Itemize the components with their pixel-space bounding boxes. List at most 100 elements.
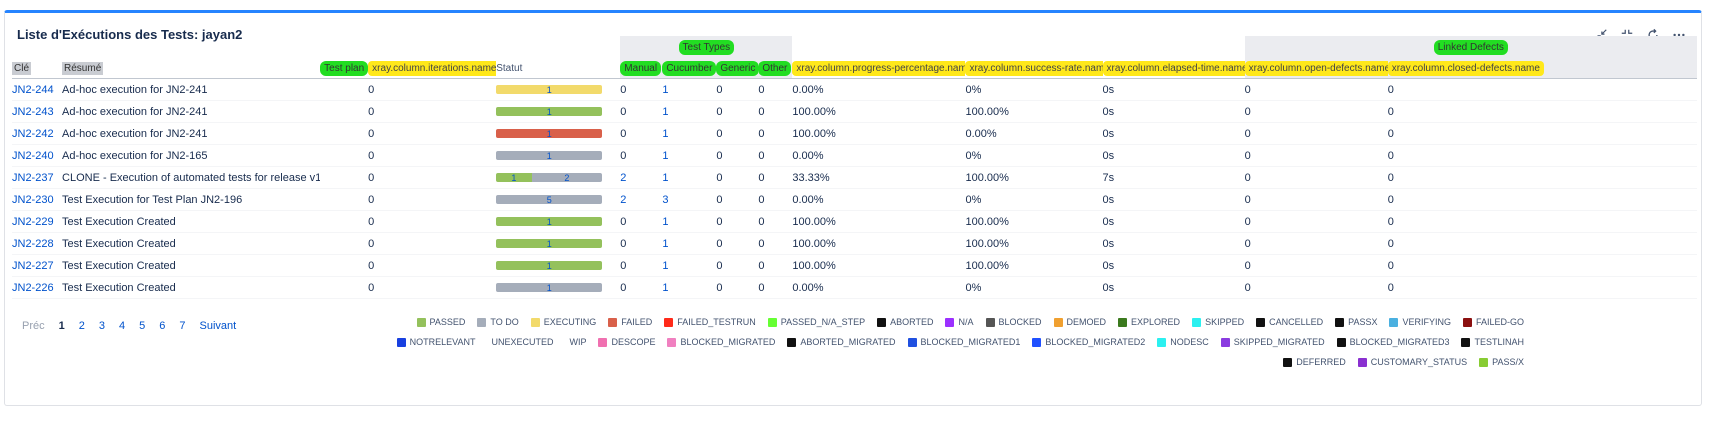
col-open-defects[interactable]: xray.column.open-defects.name bbox=[1244, 58, 1388, 79]
cucumber-count[interactable]: 1 bbox=[662, 83, 669, 96]
cucumber-count[interactable]: 1 bbox=[662, 149, 669, 162]
page-4-button[interactable]: 4 bbox=[119, 320, 126, 332]
col-generic[interactable]: Generic bbox=[716, 58, 759, 79]
col-status[interactable]: Statut bbox=[496, 58, 621, 79]
elapsed-time-cell: 0s bbox=[1102, 127, 1115, 140]
status-progress-bar[interactable]: 1 bbox=[496, 239, 603, 248]
legend-item: SKIPPED_MIGRATED bbox=[1220, 336, 1325, 348]
cucumber-count[interactable]: 3 bbox=[662, 193, 669, 206]
legend-swatch bbox=[1192, 317, 1202, 327]
status-progress-bar[interactable]: 1 bbox=[496, 283, 603, 292]
manual-count: 0 bbox=[620, 215, 627, 228]
status-progress-bar[interactable]: 1 bbox=[496, 129, 603, 138]
legend-label: TO DO bbox=[490, 317, 519, 327]
col-success-rate[interactable]: xray.column.success-rate.name bbox=[965, 58, 1103, 79]
col-test-plan[interactable]: Test plan bbox=[320, 58, 369, 79]
page-7-button[interactable]: 7 bbox=[179, 320, 186, 332]
cucumber-count[interactable]: 1 bbox=[662, 171, 669, 184]
elapsed-time-cell: 0s bbox=[1102, 105, 1115, 118]
cucumber-count[interactable]: 1 bbox=[662, 215, 669, 228]
col-summary[interactable]: Résumé bbox=[62, 58, 321, 79]
closed-defects-cell: 0 bbox=[1387, 215, 1394, 228]
status-segment: 1 bbox=[496, 217, 603, 226]
page-3-button[interactable]: 3 bbox=[98, 320, 105, 332]
status-progress-bar[interactable]: 5 bbox=[496, 195, 603, 204]
col-closed-defects[interactable]: xray.column.closed-defects.name bbox=[1387, 58, 1697, 79]
page-1-button[interactable]: 1 bbox=[58, 320, 65, 332]
status-segment: 2 bbox=[531, 173, 603, 182]
col-other[interactable]: Other bbox=[758, 58, 793, 79]
issue-key-link[interactable]: JN2-242 bbox=[12, 127, 54, 140]
legend-item: EXECUTING bbox=[530, 316, 596, 328]
executions-table: Test Types Linked Defects Clé Résumé Tes… bbox=[12, 36, 1697, 299]
status-segment: 1 bbox=[496, 239, 603, 248]
issue-key-link[interactable]: JN2-228 bbox=[12, 237, 54, 250]
status-progress-bar[interactable]: 1 bbox=[496, 107, 603, 116]
legend-item: EXPLORED bbox=[1118, 316, 1180, 328]
status-progress-bar[interactable]: 1 bbox=[496, 261, 603, 270]
issue-key-link[interactable]: JN2-240 bbox=[12, 149, 54, 162]
test-plan-cell bbox=[320, 188, 368, 210]
open-defects-cell: 0 bbox=[1244, 83, 1251, 96]
status-progress-bar[interactable]: 1 bbox=[496, 151, 603, 160]
col-manual[interactable]: Manual bbox=[620, 58, 663, 79]
page-5-button[interactable]: 5 bbox=[139, 320, 146, 332]
cucumber-count[interactable]: 1 bbox=[662, 127, 669, 140]
prev-page-button[interactable]: Préc bbox=[22, 320, 45, 332]
more-icon[interactable] bbox=[1671, 27, 1687, 43]
manual-count[interactable]: 2 bbox=[620, 193, 627, 206]
status-segment: 1 bbox=[496, 151, 603, 160]
col-progress[interactable]: xray.column.progress-percentage.name bbox=[792, 58, 966, 79]
page-2-button[interactable]: 2 bbox=[78, 320, 85, 332]
legend-swatch bbox=[530, 317, 540, 327]
iterations-cell: 0 bbox=[368, 259, 375, 272]
table-row: JN2-244 Ad-hoc execution for JN2-241 0 1 0 1 0… bbox=[12, 78, 1697, 100]
table-row: JN2-229 Test Execution Created 0 1 0 1 0 0 100.0… bbox=[12, 210, 1697, 232]
issue-key-link[interactable]: JN2-243 bbox=[12, 105, 54, 118]
other-count: 0 bbox=[758, 237, 765, 250]
legend-swatch bbox=[1283, 357, 1293, 367]
collapse-icon[interactable] bbox=[1619, 27, 1635, 43]
status-progress-bar[interactable]: 1 bbox=[496, 217, 603, 226]
cucumber-count[interactable]: 1 bbox=[662, 281, 669, 294]
cucumber-count[interactable]: 1 bbox=[662, 259, 669, 272]
iterations-cell: 0 bbox=[368, 127, 375, 140]
status-cell: 1 bbox=[496, 232, 620, 254]
legend-swatch bbox=[1220, 337, 1230, 347]
issue-key-link[interactable]: JN2-227 bbox=[12, 259, 54, 272]
issue-key-link[interactable]: JN2-244 bbox=[12, 83, 54, 96]
cucumber-count[interactable]: 1 bbox=[662, 105, 669, 118]
table-row: JN2-240 Ad-hoc execution for JN2-165 0 1 0 1 0… bbox=[12, 144, 1697, 166]
legend-label: FAILED bbox=[621, 317, 653, 327]
col-elapsed-time[interactable]: xray.column.elapsed-time.name bbox=[1102, 58, 1245, 79]
legend-label: ABORTED bbox=[890, 317, 934, 327]
legend-item: N/A bbox=[945, 316, 974, 328]
issue-key-link[interactable]: JN2-229 bbox=[12, 215, 54, 228]
summary-cell: CLONE - Execution of automated tests for… bbox=[62, 171, 321, 184]
legend-item: DEMOED bbox=[1053, 316, 1106, 328]
issue-key-link[interactable]: JN2-230 bbox=[12, 193, 54, 206]
open-defects-cell: 0 bbox=[1244, 193, 1251, 206]
issue-key-link[interactable]: JN2-226 bbox=[12, 281, 54, 294]
open-defects-cell: 0 bbox=[1244, 259, 1251, 272]
legend-item: PASS/X bbox=[1479, 356, 1524, 368]
legend-label: PASSX bbox=[1348, 317, 1378, 327]
legend-swatch bbox=[907, 337, 917, 347]
status-cell: 1 bbox=[496, 144, 620, 166]
manual-count[interactable]: 2 bbox=[620, 171, 627, 184]
progress-cell: 100.00% bbox=[792, 259, 836, 272]
open-defects-cell: 0 bbox=[1244, 105, 1251, 118]
next-page-button[interactable]: Suivant bbox=[199, 320, 237, 332]
legend-item: PASSED_N/A_STEP bbox=[767, 316, 865, 328]
issue-key-link[interactable]: JN2-237 bbox=[12, 171, 54, 184]
page-6-button[interactable]: 6 bbox=[159, 320, 166, 332]
status-progress-bar[interactable]: 1 bbox=[496, 85, 603, 94]
cucumber-count[interactable]: 1 bbox=[662, 237, 669, 250]
success-rate-cell: 100.00% bbox=[965, 105, 1009, 118]
col-cucumber[interactable]: Cucumber bbox=[662, 58, 717, 79]
col-iterations[interactable]: xray.column.iterations.name bbox=[368, 58, 497, 79]
open-defects-cell: 0 bbox=[1244, 149, 1251, 162]
test-plan-cell bbox=[320, 232, 368, 254]
col-key[interactable]: Clé bbox=[12, 58, 63, 79]
